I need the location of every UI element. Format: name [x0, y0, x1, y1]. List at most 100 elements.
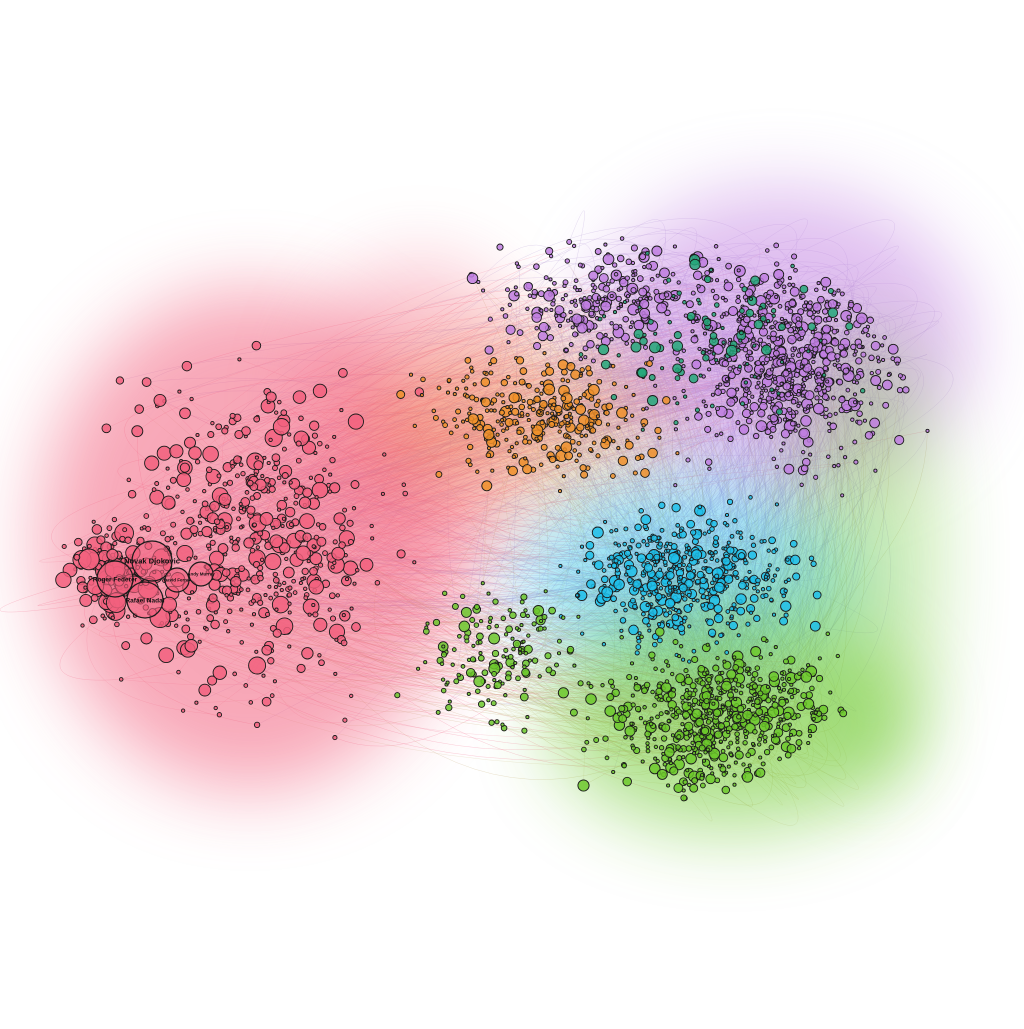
player-node [566, 238, 573, 245]
player-node [165, 485, 171, 490]
player-node [309, 566, 318, 576]
community-cloud-green [800, 330, 940, 790]
player-node [186, 596, 191, 601]
player-node [513, 381, 518, 386]
player-node [691, 549, 703, 561]
player-node [439, 661, 445, 667]
player-node [623, 417, 628, 423]
player-node [719, 314, 725, 319]
player-node [828, 690, 833, 695]
player-node [213, 518, 221, 525]
player-node [576, 440, 582, 446]
player-node [648, 296, 653, 301]
player-node [264, 553, 282, 570]
player-node [639, 298, 650, 310]
player-node [736, 704, 745, 713]
hub-djokovic: Novak Djokovic [124, 540, 180, 582]
player-node [725, 344, 738, 357]
player-node [792, 346, 797, 351]
player-node [412, 423, 417, 429]
player-node [710, 725, 716, 731]
player-node [810, 560, 817, 567]
player-node [481, 288, 486, 293]
player-node [781, 682, 787, 688]
player-node [308, 579, 324, 595]
player-node [735, 682, 741, 688]
player-node [318, 562, 324, 568]
player-node [768, 671, 780, 682]
player-node [96, 535, 106, 545]
player-node [587, 383, 600, 396]
player-node [629, 721, 634, 726]
player-node [245, 587, 251, 593]
player-node [526, 418, 531, 423]
player-node [681, 755, 686, 760]
player-node [653, 288, 660, 295]
player-node [570, 325, 575, 330]
player-node [335, 593, 340, 598]
player-node [776, 391, 781, 396]
player-node [261, 644, 273, 656]
player-node [544, 652, 552, 660]
player-node [536, 409, 542, 415]
player-node [652, 641, 658, 648]
player-node [187, 633, 195, 641]
player-node [576, 614, 581, 619]
player-node [537, 330, 548, 342]
player-node [630, 341, 642, 353]
player-node [842, 367, 850, 375]
player-node [704, 715, 709, 720]
player-node [833, 318, 839, 323]
player-node [782, 289, 787, 294]
player-node [779, 316, 784, 321]
player-node [656, 768, 668, 780]
player-node [618, 705, 626, 713]
player-node [761, 383, 767, 389]
player-node [279, 542, 291, 554]
player-node [533, 395, 541, 404]
player-node [226, 629, 231, 634]
player-node [424, 625, 429, 630]
player-node [513, 660, 518, 666]
player-node [441, 644, 446, 649]
player-node [641, 687, 648, 695]
player-node [655, 714, 660, 720]
player-node [777, 686, 782, 691]
player-node [526, 398, 534, 406]
player-node [106, 525, 113, 531]
player-node [204, 627, 209, 632]
player-node [630, 745, 636, 751]
player-node [629, 538, 635, 544]
player-node [550, 301, 556, 307]
player-node [675, 401, 680, 406]
player-node [774, 261, 780, 267]
player-node [580, 631, 585, 636]
player-node [756, 380, 761, 385]
player-node [812, 346, 819, 353]
player-node [738, 580, 747, 590]
player-node [668, 339, 673, 344]
player-node [202, 488, 207, 494]
player-node [317, 440, 323, 447]
player-node [642, 523, 648, 530]
player-node [298, 580, 303, 586]
player-node [707, 711, 713, 716]
player-node [596, 332, 604, 340]
player-node [711, 311, 717, 317]
player-node [774, 502, 779, 507]
player-node [618, 714, 627, 723]
player-node [616, 407, 628, 419]
node-murray [188, 561, 214, 587]
player-node [514, 441, 519, 446]
player-node [597, 316, 603, 322]
player-node [670, 543, 678, 551]
player-node [666, 663, 671, 668]
player-node [744, 735, 749, 740]
player-node [655, 627, 665, 637]
player-node [789, 286, 800, 297]
player-node [670, 733, 675, 738]
player-node [755, 420, 768, 432]
player-node [491, 670, 498, 677]
player-node [287, 432, 292, 437]
player-node [733, 677, 739, 683]
